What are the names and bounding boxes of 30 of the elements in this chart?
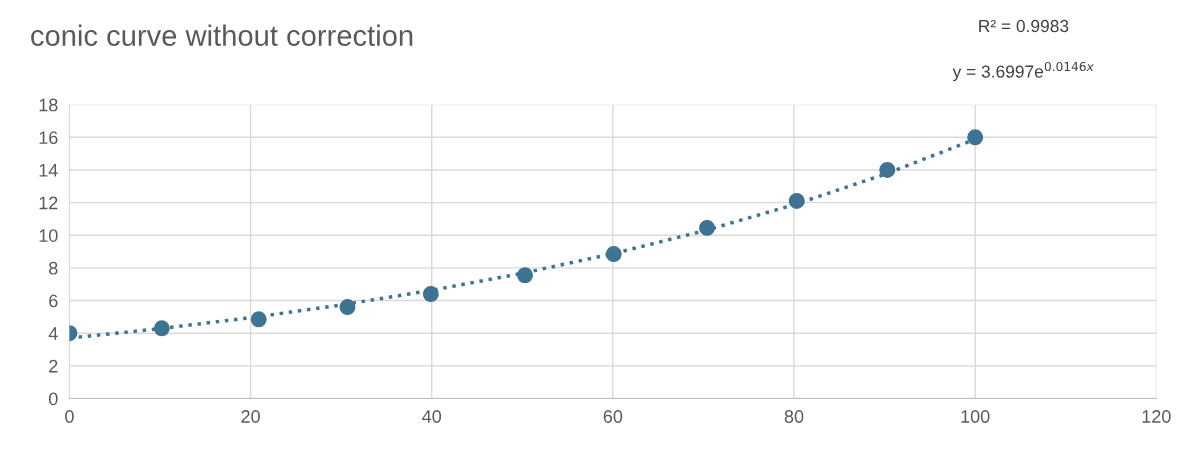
x-tick-label: 60 bbox=[603, 410, 623, 423]
point bbox=[517, 267, 533, 284]
x-tick-label: 40 bbox=[422, 410, 442, 423]
point bbox=[967, 129, 984, 146]
x-tick-label: 80 bbox=[784, 410, 804, 423]
point bbox=[250, 311, 267, 328]
x-tick-label: 20 bbox=[241, 410, 260, 423]
point bbox=[699, 219, 716, 236]
text: R² = 0.9983 bbox=[979, 19, 1069, 33]
y-tick-label: 16 bbox=[39, 131, 58, 145]
point bbox=[788, 192, 805, 209]
y-tick-label: 12 bbox=[39, 196, 58, 210]
x-tick-label: 0 bbox=[65, 410, 74, 423]
point bbox=[339, 299, 356, 316]
y-tick-label: 2 bbox=[49, 359, 58, 373]
point bbox=[879, 161, 896, 178]
y-tick-label: 8 bbox=[49, 261, 58, 275]
y-tick-label: 0 bbox=[48, 392, 58, 406]
y-tick-label: 14 bbox=[39, 164, 58, 177]
x-tick-label: 100 bbox=[961, 410, 990, 423]
point bbox=[422, 286, 439, 303]
y-tick-label: 4 bbox=[48, 327, 58, 340]
point bbox=[605, 246, 622, 263]
y-tick-label: 18 bbox=[39, 98, 58, 112]
text: y = 3.6997e$^{0.0146x}$ bbox=[952, 61, 1094, 82]
x-tick-label: 120 bbox=[1142, 410, 1171, 423]
y-tick-label: 10 bbox=[39, 229, 58, 242]
chart-title: conic curve without correction bbox=[31, 24, 413, 46]
y-tick-label: 6 bbox=[49, 294, 58, 308]
point bbox=[153, 320, 170, 337]
